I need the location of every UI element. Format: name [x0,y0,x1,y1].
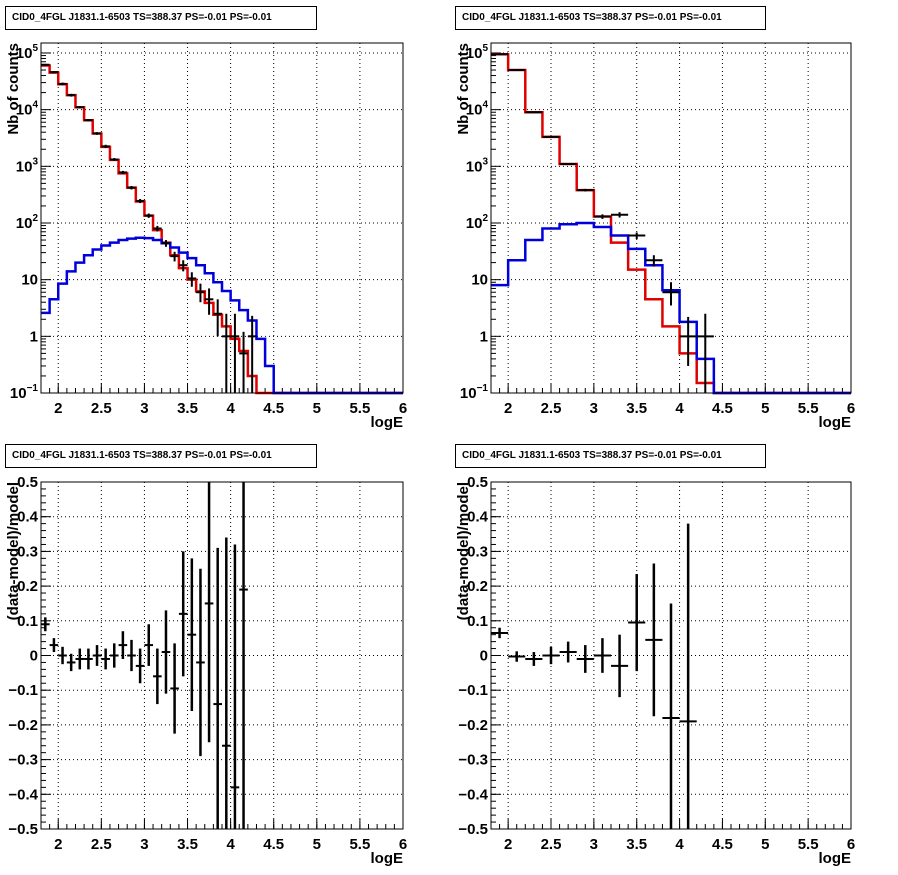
y-tick-label: 1 [30,328,38,345]
panel-2: 2 2.5 3 3.5 4 4.5 5 5.5 6 10−1 1 10 102 103 104 105 logE… [455,42,855,431]
y-tick-label: 0 [480,648,488,665]
x-tick-label: 3 [590,836,598,853]
x-tick-label: 5 [761,836,769,853]
panel-4-title: CID0_4FGL J1831.1-6503 TS=388.37 PS=-0.0… [455,444,766,468]
x-tick-label: 2.5 [91,400,112,417]
y-tick-label: 0.5 [17,474,38,491]
x-tick-label: 2 [504,400,512,417]
y-tick-label: 10−1 [10,383,39,402]
y-axis-label: (data-model)/model [5,482,22,620]
y-tick-label: −0.3 [458,752,488,769]
y-tick-label: 0.1 [17,613,38,630]
x-tick-label: 4 [675,836,684,853]
x-tick-label: 4 [226,836,235,853]
y-tick-label: 103 [16,156,39,175]
x-axis-label: logE [371,414,404,431]
y-tick-label: 0.5 [467,474,488,491]
x-tick-label: 5 [313,400,321,417]
y-tick-label: −0.3 [8,752,38,769]
panel-1: 2 2.5 3 3.5 4 4.5 5 5.5 6 10−1 1 10 102 103 104 105 logE… [5,42,407,431]
y-axis-label: Nb of counts [455,43,472,135]
x-tick-label: 5.5 [349,836,370,853]
y-tick-label: 102 [16,213,39,232]
x-tick-label: 5.5 [349,400,370,417]
y-tick-label: 105 [466,43,489,62]
x-axis-label: logE [819,414,852,431]
x-tick-label: 3 [140,400,148,417]
x-tick-label: 4.5 [263,400,284,417]
x-tick-label: 4.5 [712,400,733,417]
x-axis-label: logE [819,850,852,867]
x-tick-label: 4 [675,400,684,417]
panel-3: 2 2.5 3 3.5 4 4.5 5 5.5 6 −0.5 −0.4 −0.3 −0.2 −0.1 0 0.… [5,474,407,867]
y-tick-label: 104 [16,100,39,119]
x-tick-label: 3.5 [177,400,198,417]
x-tick-label: 2.5 [91,836,112,853]
y-tick-label: 0.3 [467,543,488,560]
y-axis-label: Nb of counts [5,43,22,135]
x-tick-label: 6 [847,400,855,417]
series-line-2 [491,221,851,395]
plot-frame [490,481,852,830]
y-tick-label: −0.1 [8,682,38,699]
x-tick-label: 2.5 [541,836,562,853]
y-tick-label: 102 [466,213,489,232]
x-tick-label: 4 [226,400,235,417]
x-tick-label: 3.5 [626,836,647,853]
x-tick-label: 6 [399,836,407,853]
x-tick-label: 2 [54,836,62,853]
y-tick-label: −0.5 [8,821,38,838]
y-tick-label: 103 [466,156,489,175]
x-tick-label: 4.5 [712,836,733,853]
x-tick-label: 5 [313,836,321,853]
panel-2-title: CID0_4FGL J1831.1-6503 TS=388.37 PS=-0.0… [455,6,766,30]
x-tick-label: 6 [847,836,855,853]
series-line-1 [41,64,403,395]
y-tick-label: 0.4 [17,509,39,526]
x-tick-label: 6 [399,400,407,417]
y-tick-label: −0.4 [8,786,38,803]
x-tick-label: 5.5 [798,400,819,417]
panel-1-title: CID0_4FGL J1831.1-6503 TS=388.37 PS=-0.0… [5,6,317,30]
x-axis-label: logE [371,850,404,867]
x-tick-label: 3.5 [177,836,198,853]
y-tick-label: 10 [471,272,488,289]
panel-3-title: CID0_4FGL J1831.1-6503 TS=388.37 PS=-0.0… [5,444,317,468]
x-tick-label: 3 [590,400,598,417]
series-line-1 [491,52,851,395]
y-tick-label: 0.2 [467,578,488,595]
y-tick-label: 0.2 [17,578,38,595]
x-tick-label: 5.5 [798,836,819,853]
plot-frame [40,42,404,394]
x-tick-label: 4.5 [263,836,284,853]
plot-frame [40,481,404,830]
y-tick-label: 0.4 [467,509,489,526]
y-tick-label: 10 [21,272,38,289]
x-tick-label: 3.5 [626,400,647,417]
y-tick-label: 105 [16,43,39,62]
y-tick-label: 10−1 [460,383,489,402]
y-tick-label: 0.3 [17,543,38,560]
y-tick-label: 0 [30,648,38,665]
x-tick-label: 2 [54,400,62,417]
y-tick-label: −0.5 [458,821,488,838]
x-tick-label: 2.5 [541,400,562,417]
y-tick-label: 0.1 [467,613,488,630]
x-tick-label: 3 [140,836,148,853]
y-tick-label: 1 [480,328,488,345]
plot-frame [490,42,852,394]
y-tick-label: 104 [466,100,489,119]
y-tick-label: −0.4 [458,786,488,803]
y-tick-label: −0.1 [458,682,488,699]
y-tick-label: −0.2 [458,717,488,734]
y-axis-label: (data-model)/model [455,482,472,620]
x-tick-label: 5 [761,400,769,417]
y-tick-label: −0.2 [8,717,38,734]
panel-4: 2 2.5 3 3.5 4 4.5 5 5.5 6 −0.5 −0.4 −0.3 −0.2 −0.1 0 0.… [455,474,855,867]
x-tick-label: 2 [504,836,512,853]
